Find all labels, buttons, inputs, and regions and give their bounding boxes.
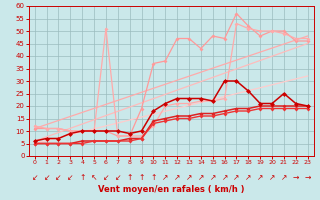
Text: ↙: ↙: [32, 173, 38, 182]
Text: ↗: ↗: [198, 173, 204, 182]
Text: ↙: ↙: [67, 173, 74, 182]
X-axis label: Vent moyen/en rafales ( km/h ): Vent moyen/en rafales ( km/h ): [98, 185, 244, 194]
Text: ↑: ↑: [79, 173, 85, 182]
Text: ↑: ↑: [150, 173, 156, 182]
Text: ↗: ↗: [162, 173, 168, 182]
Text: ↗: ↗: [245, 173, 252, 182]
Text: ↑: ↑: [126, 173, 133, 182]
Text: ↖: ↖: [91, 173, 97, 182]
Text: ↗: ↗: [269, 173, 275, 182]
Text: ↗: ↗: [233, 173, 240, 182]
Text: ↙: ↙: [55, 173, 62, 182]
Text: ↑: ↑: [138, 173, 145, 182]
Text: ↗: ↗: [257, 173, 263, 182]
Text: ↗: ↗: [221, 173, 228, 182]
Text: ↗: ↗: [281, 173, 287, 182]
Text: ↙: ↙: [44, 173, 50, 182]
Text: →: →: [304, 173, 311, 182]
Text: ↙: ↙: [103, 173, 109, 182]
Text: ↗: ↗: [186, 173, 192, 182]
Text: ↗: ↗: [174, 173, 180, 182]
Text: ↙: ↙: [115, 173, 121, 182]
Text: ↗: ↗: [210, 173, 216, 182]
Text: →: →: [292, 173, 299, 182]
